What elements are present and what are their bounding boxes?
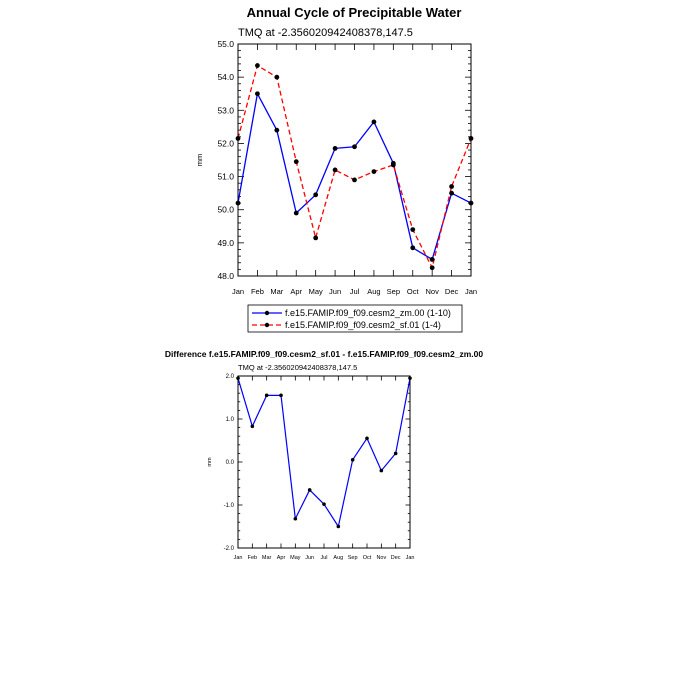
series-0-point (274, 127, 280, 133)
series-0-point (293, 210, 299, 216)
series-1-point (293, 159, 299, 165)
legend-entry-sf: f.e15.FAMIP.f09_f09.cesm2_sf.01 (1-4) (252, 320, 441, 330)
difference-chart-subtitle: TMQ at -2.356020942408378,147.5 (238, 363, 357, 372)
series-line-1 (237, 64, 472, 269)
series-0-point (307, 488, 312, 492)
y-tick-label: 52.0 (217, 138, 234, 148)
x-tick-label: Mar (270, 287, 283, 296)
legend-marker-zm (264, 310, 270, 316)
series-0-point (365, 436, 369, 441)
series-0-point (293, 516, 298, 521)
series-1-point (352, 177, 357, 183)
x-tick-label: Dec (391, 555, 401, 561)
x-tick-label: Sep (348, 555, 358, 561)
y-tick-label: 2.0 (226, 374, 235, 380)
legend-entry-zm: f.e15.FAMIP.f09_f09.cesm2_zm.00 (1-10) (252, 308, 451, 318)
x-tick-label: Oct (363, 555, 372, 561)
x-tick-label: Jul (320, 555, 327, 561)
difference-chart-title: Difference f.e15.FAMIP.f09_f09.cesm2_sf.… (165, 349, 483, 359)
series-1-point (429, 265, 435, 271)
x-tick-label: Oct (407, 287, 420, 296)
y-tick-label: 1.0 (226, 417, 235, 423)
precipitable-water-chart: Annual Cycle of Precipitable Water TMQ a… (195, 5, 477, 296)
x-tick-label: Nov (425, 287, 439, 296)
x-tick-label: Feb (248, 555, 257, 561)
x-tick-label: Jun (329, 287, 341, 296)
y-tick-label: 51.0 (217, 172, 234, 182)
series-1-point (410, 227, 416, 233)
plot-frame (237, 43, 472, 277)
series-1-point (274, 74, 280, 80)
y-axis-label: mm (195, 154, 204, 167)
x-tick-label: Aug (367, 287, 380, 296)
series-0-point (264, 393, 269, 398)
series-0-point (352, 144, 357, 150)
series-0-point (332, 146, 338, 151)
x-tick-label: Jan (234, 555, 243, 561)
x-tick-label: Apr (290, 287, 302, 296)
series-1-point (255, 63, 260, 68)
y-tick-label: 53.0 (217, 105, 234, 115)
series-0-point (393, 451, 398, 456)
y-tick-label: 55.0 (217, 39, 234, 49)
x-tick-label: Jan (232, 287, 244, 296)
y-tick-label: -1.0 (224, 503, 235, 509)
series-0-point (322, 502, 326, 506)
series-1-point (390, 162, 396, 168)
difference-plot-frame (237, 375, 411, 549)
chart-subtitle: TMQ at -2.356020942408378,147.5 (238, 27, 413, 39)
x-tick-label: Nov (376, 555, 386, 561)
series-0-point (410, 245, 416, 251)
legend-marker-sf (264, 322, 270, 328)
difference-y-axis-label: mm (207, 457, 213, 467)
series-1-point (313, 235, 319, 241)
legend-box (247, 304, 463, 333)
series-0-point (255, 91, 260, 97)
x-tick-label: Dec (445, 287, 459, 296)
x-tick-label: Sep (387, 287, 400, 296)
y-tick-label: -2.0 (224, 546, 235, 552)
legend: f.e15.FAMIP.f09_f09.cesm2_zm.00 (1-10) f… (247, 304, 463, 333)
series-0-point (250, 424, 255, 429)
series-0-point (379, 468, 384, 473)
y-tick-label: 54.0 (217, 72, 234, 82)
chart-title: Annual Cycle of Precipitable Water (247, 5, 462, 20)
x-tick-label: Jun (305, 555, 314, 561)
y-tick-label: 50.0 (217, 205, 234, 215)
x-tick-label: Aug (333, 555, 343, 561)
x-tick-label: Jul (350, 287, 360, 296)
series-0-point (350, 458, 355, 462)
difference-chart: Difference f.e15.FAMIP.f09_f09.cesm2_sf.… (165, 349, 483, 561)
y-tick-label: 48.0 (217, 271, 234, 281)
legend-label-sf: f.e15.FAMIP.f09_f09.cesm2_sf.01 (1-4) (285, 320, 441, 330)
series-0-point (449, 190, 454, 196)
x-tick-label: May (290, 555, 301, 561)
x-tick-label: Jan (406, 555, 415, 561)
y-tick-label: 0.0 (226, 460, 235, 466)
x-tick-label: Feb (251, 287, 264, 296)
series-1-point (449, 184, 454, 189)
y-tick-label: 49.0 (217, 238, 234, 248)
legend-label-zm: f.e15.FAMIP.f09_f09.cesm2_zm.00 (1-10) (285, 308, 451, 318)
x-tick-label: May (309, 287, 323, 296)
series-0-point (429, 257, 435, 262)
x-tick-label: Apr (277, 555, 286, 561)
series-0-point (313, 192, 319, 198)
series-0-point (279, 393, 283, 398)
series-line-0 (237, 93, 472, 261)
series-1-point (371, 169, 377, 175)
x-tick-label: Jan (465, 287, 477, 296)
series-0-point (336, 524, 341, 529)
x-tick-label: Mar (262, 555, 272, 561)
series-1-point (332, 167, 338, 173)
series-0-point (371, 119, 377, 125)
